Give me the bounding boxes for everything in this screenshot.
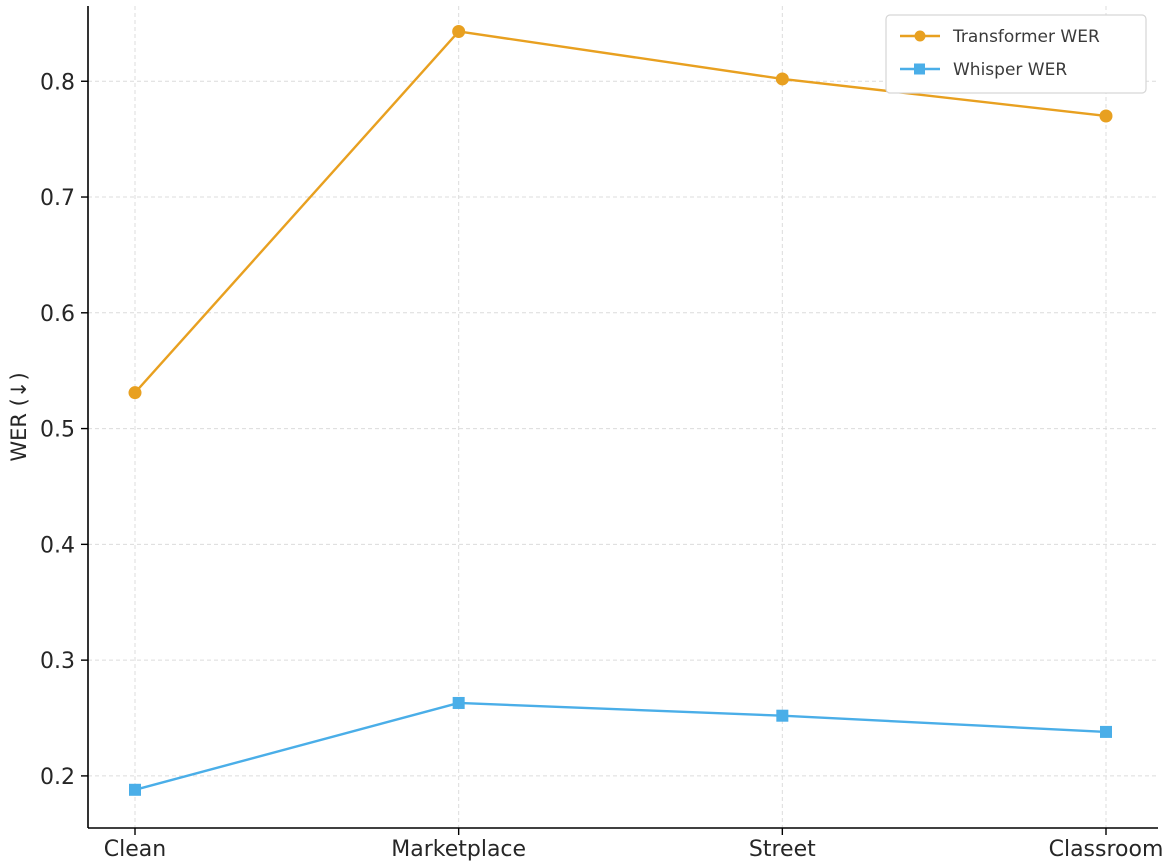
data-point [129, 783, 141, 796]
axes [87, 6, 1158, 829]
legend-label: Transformer WER [952, 27, 1100, 47]
y-tick-label: 0.2 [40, 765, 75, 790]
data-point [776, 709, 789, 722]
y-axis-title: WER (↓) [7, 372, 31, 461]
y-tick-label: 0.7 [40, 186, 75, 211]
y-tick-label: 0.5 [40, 418, 75, 443]
data-point [128, 386, 142, 400]
x-tick-label: Clean [104, 837, 166, 862]
y-tick-label: 0.3 [40, 649, 75, 674]
series-group [128, 24, 1113, 796]
legend-label: Whisper WER [953, 60, 1067, 80]
y-tick-label: 0.4 [40, 533, 75, 558]
y-ticks: 0.2 0.3 0.4 0.5 0.6 0.7 0.8 [40, 70, 88, 790]
x-tick-label: Classroom [1049, 837, 1164, 862]
legend-marker [914, 63, 925, 75]
data-point [1099, 109, 1113, 123]
data-point [452, 696, 465, 709]
x-ticks: Clean Marketplace Street Classroom [104, 828, 1164, 862]
series-line [134, 30, 1107, 394]
grid-lines [88, 6, 1158, 828]
y-tick-label: 0.6 [40, 302, 75, 327]
legend-box [885, 14, 1147, 94]
data-point [1100, 725, 1112, 738]
legend-marker [914, 30, 926, 42]
x-tick-label: Street [749, 837, 816, 862]
data-point [452, 24, 466, 38]
series-line [134, 701, 1107, 791]
x-tick-label: Marketplace [391, 837, 526, 862]
legend: Transformer WER Whisper WER [885, 14, 1147, 94]
data-point [775, 72, 789, 86]
y-tick-label: 0.8 [40, 70, 75, 95]
